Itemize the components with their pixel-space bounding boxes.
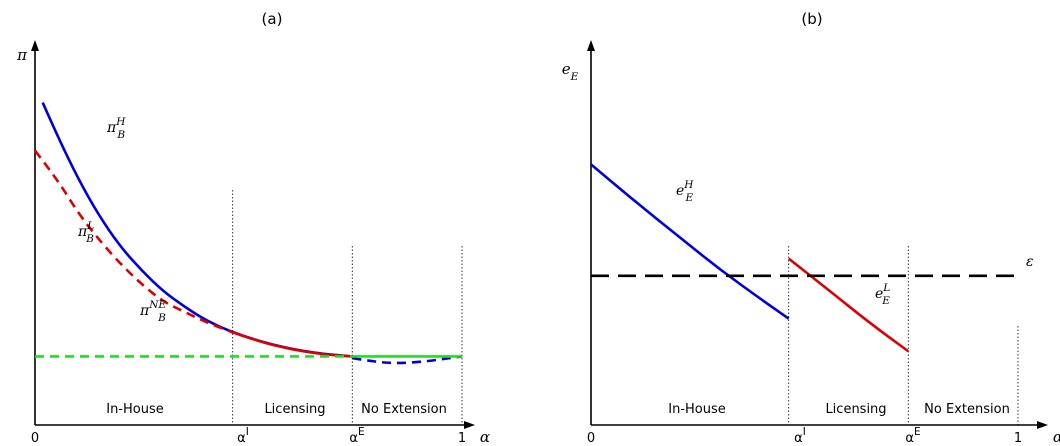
series-line bbox=[352, 355, 463, 365]
series-label: πNE B bbox=[139, 299, 166, 324]
x-axis-label: α bbox=[480, 428, 490, 446]
x-axis-label: α bbox=[1053, 428, 1060, 446]
region-label: In-House bbox=[668, 402, 726, 417]
x-tick-label: 0 bbox=[587, 431, 595, 446]
series-label: πL B bbox=[77, 220, 94, 245]
series-label: ε bbox=[1026, 254, 1034, 270]
series-label: eL E bbox=[875, 282, 890, 307]
region-label: No Extension bbox=[924, 402, 1010, 417]
y-axis-arrow bbox=[587, 40, 595, 51]
region-label: Licensing bbox=[825, 402, 886, 417]
region-label: No Extension bbox=[361, 402, 447, 417]
y-axis-arrow bbox=[31, 40, 39, 51]
panel-title: (b) bbox=[801, 10, 822, 28]
x-tick-label: αE bbox=[905, 426, 920, 446]
series-line bbox=[232, 331, 353, 358]
region-label: Licensing bbox=[264, 402, 325, 417]
series-label: eH E bbox=[676, 179, 694, 204]
chart-panel-a: (a) α π 0 αI αE 1 In-House Licensing No Extension… bbox=[16, 10, 490, 446]
x-tick-label: αI bbox=[237, 426, 249, 446]
y-axis-label: eE bbox=[562, 60, 579, 83]
chart-panel-b: (b) α eE 0 αI αE 1 In-House Licensing No Extensio… bbox=[562, 10, 1060, 446]
series-label: πH B bbox=[106, 116, 126, 141]
y-axis-label: π bbox=[16, 46, 28, 64]
x-tick-label: 1 bbox=[1014, 431, 1022, 446]
x-tick-label: αI bbox=[794, 426, 806, 446]
x-tick-label: αE bbox=[349, 426, 364, 446]
series-line bbox=[590, 163, 790, 320]
panel-title: (a) bbox=[262, 10, 283, 28]
series-line bbox=[33, 149, 234, 334]
x-tick-label: 1 bbox=[458, 431, 466, 446]
x-axis-arrow bbox=[1037, 421, 1048, 429]
region-label: In-House bbox=[106, 402, 164, 417]
x-axis-arrow bbox=[464, 421, 475, 429]
series-line bbox=[787, 257, 910, 353]
x-tick-label: 0 bbox=[31, 431, 39, 446]
